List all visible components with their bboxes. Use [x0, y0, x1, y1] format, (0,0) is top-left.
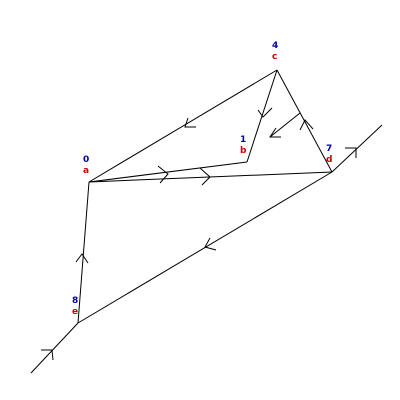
node-b-number: 1	[240, 135, 246, 145]
edge-external-e	[30, 322, 79, 374]
node-e: 8 e	[72, 296, 78, 317]
arrow-edge-external-e	[41, 349, 54, 361]
arrow-edge-b-c	[257, 107, 273, 118]
arrow-edge-a-b	[157, 165, 169, 184]
arrow-edge-a-d	[199, 167, 211, 186]
edge-a-c	[88, 69, 278, 183]
node-e-letter: e	[72, 307, 78, 317]
node-c-letter: c	[272, 52, 277, 62]
node-a-number: 0	[83, 155, 89, 165]
node-d-number: 7	[326, 144, 332, 154]
arrow-edge-c-d	[299, 119, 314, 131]
node-b-letter: b	[240, 146, 247, 156]
arrow-edge-d-e	[204, 237, 217, 251]
node-b: 1 b	[240, 135, 247, 156]
edge-b-d-short	[269, 112, 301, 138]
node-d: 7 d	[326, 144, 332, 165]
node-a-letter: a	[83, 166, 89, 176]
edge-e-a	[77, 181, 90, 324]
node-a: 0 a	[83, 155, 89, 176]
node-e-number: 8	[72, 296, 78, 306]
node-d-letter: d	[326, 155, 332, 165]
arrow-edge-b-d-short	[269, 127, 281, 138]
arrow-edge-external-d	[345, 147, 357, 158]
arrow-edge-a-c	[184, 117, 196, 128]
edge-a-b	[88, 161, 248, 183]
arrow-edge-e-a	[75, 253, 89, 264]
edge-external-d	[331, 124, 383, 173]
node-c-number: 4	[272, 41, 278, 51]
node-c: 4 c	[272, 41, 278, 62]
